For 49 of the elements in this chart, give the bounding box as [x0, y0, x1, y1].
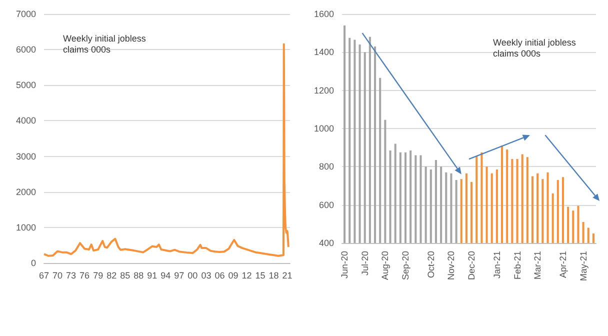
y-tick-label: 1200	[314, 85, 334, 96]
x-tick-label: 82	[106, 270, 117, 280]
y-tick-label: 4000	[16, 116, 36, 126]
x-tick-label: Sep-20	[400, 251, 410, 280]
x-tick-label: 67	[38, 270, 50, 280]
x-tick-label: 79	[93, 270, 104, 280]
x-tick-label: 91	[147, 270, 158, 280]
y-tick-label: 6000	[16, 44, 36, 55]
y-tick-label: 0	[30, 258, 36, 268]
x-tick-label: 12	[242, 270, 252, 280]
line-series	[43, 43, 290, 257]
text: Weekly initial jobless claims 000s	[63, 34, 148, 54]
y-tick-label: 3000	[16, 151, 36, 162]
x-tick-label: 97	[174, 270, 184, 280]
x-tick-label: Aug-20	[380, 251, 390, 280]
x-tick-label: 85	[120, 270, 130, 280]
y-tick-label: 1600	[314, 9, 334, 19]
x-tick-label: May-21	[578, 251, 588, 282]
x-tick-label: 06	[214, 270, 225, 280]
x-tick-label: Mar-21	[532, 251, 543, 280]
x-tick-label: 76	[80, 270, 90, 280]
x-tick-label: Jun-20	[340, 251, 350, 279]
x-tick-label: 03	[201, 270, 212, 280]
x-tick-label: 18	[268, 270, 279, 280]
y-tick-label: 5000	[16, 80, 36, 90]
x-tick-label: Dec-20	[466, 251, 477, 280]
y-tick-label: 600	[318, 200, 334, 210]
x-tick-label: 70	[52, 270, 63, 280]
y-tick-label: 2000	[16, 186, 36, 197]
x-tick-label: Jan-21	[492, 251, 502, 279]
y-tick-label: 1000	[16, 222, 36, 232]
x-tick-label: 15	[255, 270, 266, 280]
x-tick-label: 73	[66, 270, 76, 280]
y-tick-label: 800	[318, 162, 334, 172]
x-tick-label: Nov-20	[446, 251, 456, 280]
y-tick-label: 1000	[314, 124, 334, 134]
y-tick-label: 7000	[16, 9, 36, 19]
x-tick-label: Feb-21	[512, 251, 522, 280]
y-tick-label: 400	[318, 238, 334, 248]
x-tick-label: 00	[188, 270, 198, 280]
x-tick-label: 21	[282, 270, 292, 280]
x-tick-label: 09	[228, 270, 238, 280]
x-tick-label: Oct-20	[426, 251, 436, 278]
x-tick-label: 88	[134, 270, 144, 280]
x-tick-label: Jul-20	[360, 251, 370, 276]
text: Weekly initial jobless claims 000s	[493, 38, 578, 58]
x-tick-label: Apr-21	[558, 251, 568, 278]
x-tick-label: 94	[160, 270, 171, 280]
y-tick-label: 1400	[314, 47, 334, 58]
